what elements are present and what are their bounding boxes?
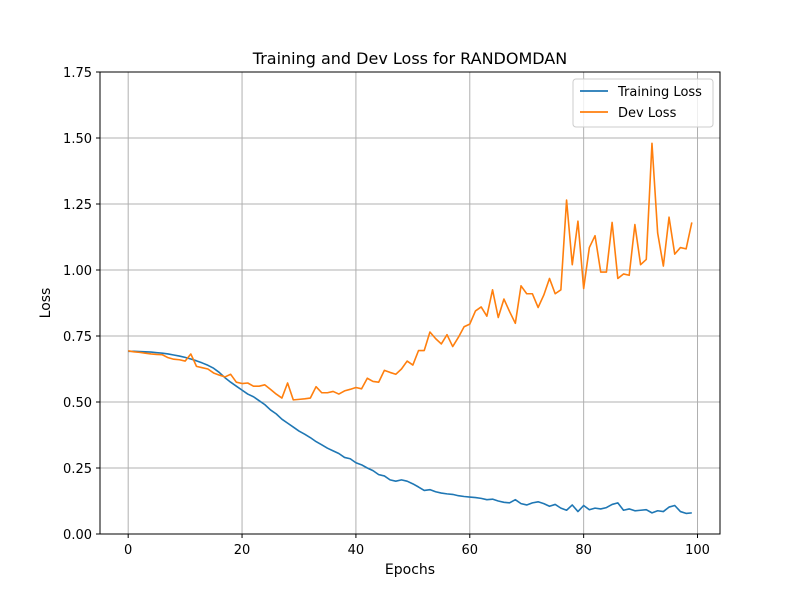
plot-series [128, 142, 693, 515]
y-tick-label: 0.00 [63, 528, 92, 543]
x-tick-label: 80 [575, 543, 592, 558]
y-tick-label: 0.75 [63, 330, 92, 345]
y-tick-label: 1.50 [63, 132, 92, 147]
y-tick-label: 1.00 [63, 264, 92, 279]
y-tick-label: 1.75 [63, 66, 92, 81]
chart-title: Training and Dev Loss for RANDOMDAN [252, 49, 567, 68]
legend: Training Loss Dev Loss [572, 78, 714, 128]
legend-label-dev-loss: Dev Loss [618, 106, 677, 121]
x-tick-label: 20 [234, 543, 251, 558]
y-tick-label: 0.50 [63, 396, 92, 411]
y-tick-label: 1.25 [63, 198, 92, 213]
x-tick-label: 0 [124, 543, 132, 558]
training-loss-line [128, 350, 692, 515]
x-tick-label: 60 [462, 543, 479, 558]
x-axis-label: Epochs [385, 562, 435, 578]
axis-ticks: 0 20 40 60 80 100 0.00 0.25 0.50 0.75 1.00 1.25 1.50… [63, 66, 710, 558]
axes-frame [99, 71, 721, 535]
y-tick-label: 0.25 [63, 462, 92, 477]
dev-loss-line [128, 142, 693, 401]
x-tick-label: 40 [348, 543, 365, 558]
y-axis-label: Loss [38, 288, 54, 319]
legend-label-training-loss: Training Loss [617, 85, 702, 100]
x-tick-label: 100 [685, 543, 710, 558]
